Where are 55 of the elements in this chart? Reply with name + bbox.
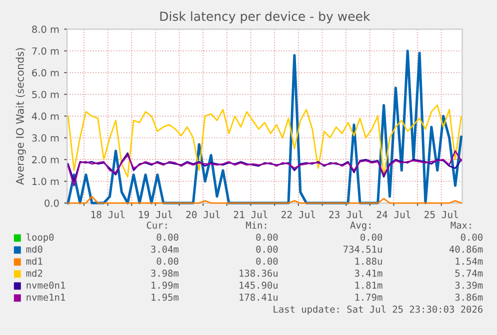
text: 0.00 — [256, 246, 278, 253]
text: Min: — [246, 221, 266, 229]
legend-label: md0 — [26, 245, 42, 253]
text: 1.95m — [152, 294, 178, 301]
x-tick-label: 22 Jul — [282, 210, 316, 218]
text: 0.00 — [360, 234, 382, 241]
legend-label: nvme0n1 — [26, 282, 66, 289]
text: 1.54m — [456, 258, 483, 265]
legend-label: loop0 — [26, 233, 54, 243]
y-tick-label: 7.0 m — [32, 47, 59, 55]
text: 734.51u — [344, 246, 382, 253]
y-tick-label: 2.0 m — [32, 156, 59, 164]
x-tick-label: 24 Jul — [376, 210, 410, 218]
text: Last update: Sat Jul 25 23:30:03 2026 — [274, 305, 482, 315]
text: 0.00 — [156, 234, 178, 241]
x-tick-label: 23 Jul — [329, 210, 363, 218]
text: 1.81m — [355, 282, 382, 289]
text: 1.88u — [355, 258, 382, 265]
legend-label: md1 — [26, 257, 42, 265]
x-tick-label: 20 Jul — [186, 210, 220, 218]
legend-label: md2 — [26, 269, 42, 277]
text: 138.36u — [240, 270, 278, 277]
text: 0.00 — [256, 234, 278, 241]
y-tick-label: 4.0 m — [32, 112, 59, 120]
line-series — [67, 104, 462, 178]
text: 5.74m — [455, 270, 483, 277]
y-tick-label: 1.0 m — [32, 178, 59, 186]
y-tick-label: 3.0 m — [32, 134, 59, 142]
y-tick-label: 6.0 m — [32, 69, 59, 76]
text: 0.00 — [460, 234, 482, 241]
text: Avg: — [350, 222, 370, 231]
text: Max: — [450, 222, 471, 229]
text: 3.41m — [354, 270, 382, 277]
text: 1.99m — [152, 282, 178, 289]
text: 0.00 — [256, 258, 278, 265]
text: 0.00 — [156, 258, 178, 265]
legend-label: nvme1n1 — [26, 294, 66, 301]
text: 3.39m — [455, 282, 483, 289]
chart-title: Disk latency per device - by week — [160, 11, 370, 24]
x-tick-label: 18 Jul — [91, 210, 124, 218]
y-axis-title: Average IO Wait (seconds) — [16, 48, 26, 185]
text: 145.90u — [240, 282, 278, 289]
y-tick-label: 5.0 m — [32, 90, 59, 98]
text: 178.41u — [240, 294, 278, 301]
x-tick-label: 21 Jul — [234, 210, 268, 218]
text: Cur: — [146, 222, 167, 229]
text: 3.86m — [455, 294, 483, 301]
y-tick-label: 0.0 — [44, 199, 59, 207]
text: 3.98m — [151, 270, 178, 277]
x-tick-label: 25 Jul — [424, 210, 458, 218]
x-tick-label: 19 Jul — [139, 210, 172, 218]
y-tick-label: 8.0 m — [32, 26, 59, 33]
text: 40.86m — [449, 246, 483, 253]
text: 3.04m — [151, 246, 178, 253]
text: 1.79m — [355, 294, 382, 301]
